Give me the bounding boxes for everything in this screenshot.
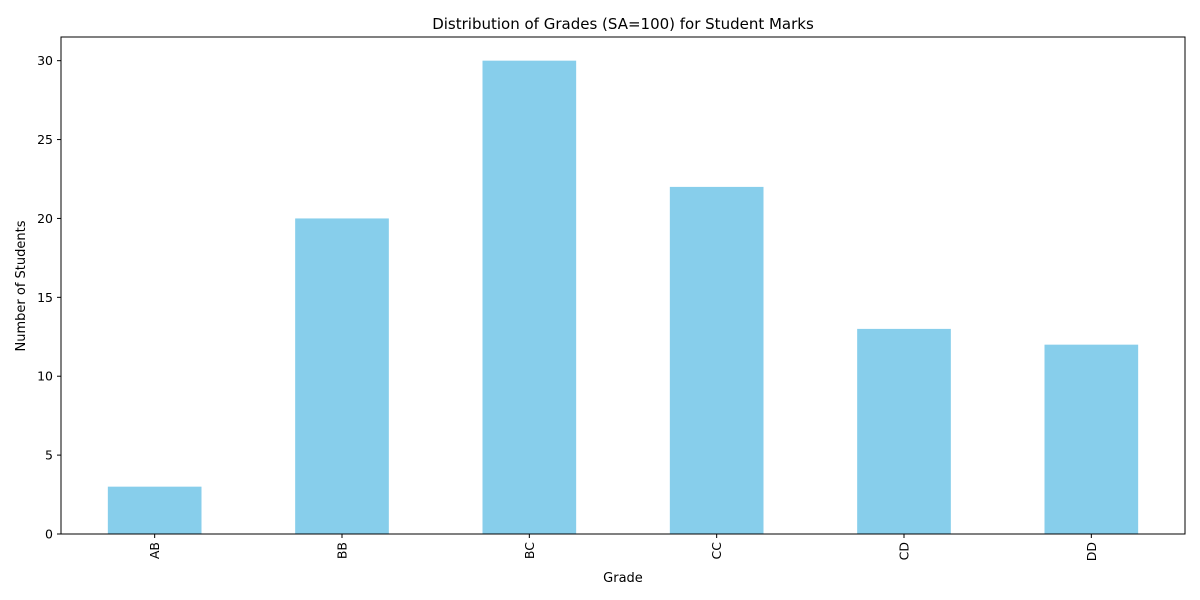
x-axis: AB BB BC CC CD DD	[147, 534, 1099, 561]
bar-cd	[857, 328, 951, 534]
bars	[107, 60, 1139, 535]
x-tick-label: DD	[1084, 542, 1099, 561]
plot-area	[60, 36, 1186, 535]
y-tick-label: 5	[45, 448, 53, 463]
x-tick-label: BC	[522, 542, 537, 559]
y-tick-label: 30	[37, 53, 53, 68]
x-tick-label: CD	[897, 542, 912, 560]
bar-dd	[1044, 344, 1139, 534]
y-tick-label: 25	[37, 132, 53, 147]
x-axis-label: Grade	[603, 571, 643, 586]
y-tick-label: 15	[37, 290, 53, 305]
x-tick-label: BB	[335, 542, 350, 559]
chart-title: Distribution of Grades (SA=100) for Stud…	[432, 15, 814, 33]
y-tick-label: 20	[37, 211, 53, 226]
bar-bb	[295, 218, 389, 534]
bar-bc	[482, 60, 577, 535]
x-tick-label: AB	[147, 542, 162, 559]
bar-cc	[669, 186, 764, 534]
x-tick-label: CC	[709, 542, 724, 560]
plot-frame	[60, 36, 1186, 535]
y-axis: 0 5 10 15 20 25 30	[37, 53, 61, 542]
bar-ab	[107, 486, 202, 534]
y-tick-label: 10	[37, 369, 53, 384]
y-tick-label: 0	[45, 527, 53, 542]
y-axis-label: Number of Students	[14, 220, 29, 351]
